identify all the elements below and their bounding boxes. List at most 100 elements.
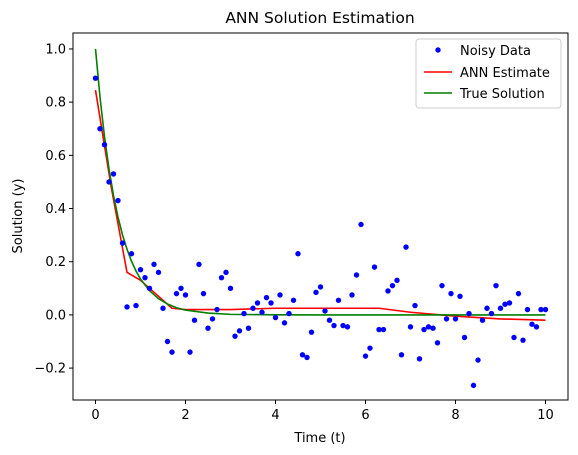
y-axis: −0.2 0.0 0.2 0.4 0.6 0.8 1.0 (34, 42, 73, 377)
x-tick-label: 10 (537, 408, 554, 423)
data-point (457, 293, 463, 299)
x-tick-label: 6 (361, 408, 369, 423)
y-tick-label: 0.2 (45, 255, 66, 270)
x-tick-label: 4 (271, 408, 279, 423)
data-point (542, 306, 549, 313)
plot-area (92, 48, 549, 389)
data-point (272, 314, 279, 321)
data-point (394, 277, 400, 284)
data-point (263, 294, 270, 301)
data-point (313, 289, 319, 295)
data-point (290, 297, 297, 303)
data-point (110, 171, 117, 177)
data-point (151, 261, 157, 268)
y-tick-label: 1.0 (45, 42, 66, 57)
data-point (470, 382, 477, 389)
data-point (479, 317, 486, 323)
data-point (371, 264, 378, 270)
data-point (295, 251, 301, 257)
y-tick-label: −0.2 (34, 362, 66, 377)
data-point (317, 284, 324, 290)
data-point (182, 292, 189, 298)
data-point (299, 352, 306, 358)
data-point (259, 309, 265, 315)
data-point (349, 292, 355, 298)
data-point (124, 304, 130, 310)
data-point (403, 244, 409, 250)
data-point (515, 290, 522, 297)
x-tick-label: 0 (91, 408, 99, 423)
data-point (430, 325, 436, 331)
data-point (101, 142, 108, 148)
data-point (169, 349, 175, 355)
data-point (362, 353, 369, 359)
data-point (380, 326, 387, 333)
data-point (232, 333, 238, 339)
legend-label-true-solution: True Solution (459, 87, 545, 102)
data-point (196, 261, 202, 268)
data-point (488, 310, 495, 317)
y-tick-label: 0.4 (45, 202, 66, 217)
data-point (218, 274, 225, 281)
data-point (205, 325, 211, 331)
data-point (529, 321, 535, 327)
y-tick-label: 0.6 (45, 149, 66, 164)
x-tick-label: 2 (181, 408, 189, 423)
data-point (286, 310, 292, 317)
data-point (254, 300, 261, 306)
data-point (538, 306, 544, 313)
data-point (304, 354, 310, 361)
data-point (326, 317, 333, 323)
data-point (223, 269, 229, 276)
data-point (353, 272, 360, 278)
axes-frame (72, 32, 569, 401)
data-point (448, 290, 454, 297)
data-point (385, 288, 391, 294)
data-point (344, 324, 351, 330)
data-point (209, 316, 216, 322)
data-point (443, 316, 450, 322)
data-point (452, 316, 459, 322)
data-point (214, 306, 220, 313)
data-point (416, 356, 423, 362)
data-point (268, 300, 274, 306)
legend-label-noisy-data: Noisy Data (460, 44, 531, 59)
data-point (502, 301, 508, 307)
data-point (200, 290, 207, 297)
data-point (322, 308, 328, 314)
data-point (308, 329, 315, 335)
data-point (511, 334, 517, 341)
data-point (277, 292, 283, 298)
data-point (466, 310, 472, 317)
data-point (250, 305, 256, 311)
data-point (173, 290, 180, 297)
data-point (133, 302, 139, 309)
legend-box (415, 38, 562, 109)
data-point (520, 337, 526, 343)
data-point (340, 322, 346, 329)
data-point (331, 322, 337, 329)
data-point (245, 325, 252, 331)
data-point (146, 285, 153, 291)
data-point (128, 251, 135, 257)
data-point (164, 338, 171, 345)
x-axis: 0 2 4 6 8 10 (91, 400, 554, 423)
data-point (412, 302, 418, 309)
data-point (97, 126, 103, 132)
data-point (475, 357, 481, 363)
x-tick-label: 8 (451, 408, 459, 423)
data-point (227, 285, 234, 291)
data-point (398, 352, 405, 358)
legend: Noisy Data ANN Estimate True Solution (415, 38, 562, 109)
data-point (493, 282, 499, 289)
data-point (335, 297, 342, 303)
data-point (241, 310, 247, 317)
legend-label-ann-estimate: ANN Estimate (460, 66, 550, 81)
data-point (137, 266, 144, 273)
data-point (191, 317, 198, 323)
data-point (425, 324, 432, 330)
data-point (421, 326, 427, 333)
data-point (106, 179, 112, 185)
data-point (533, 324, 540, 330)
